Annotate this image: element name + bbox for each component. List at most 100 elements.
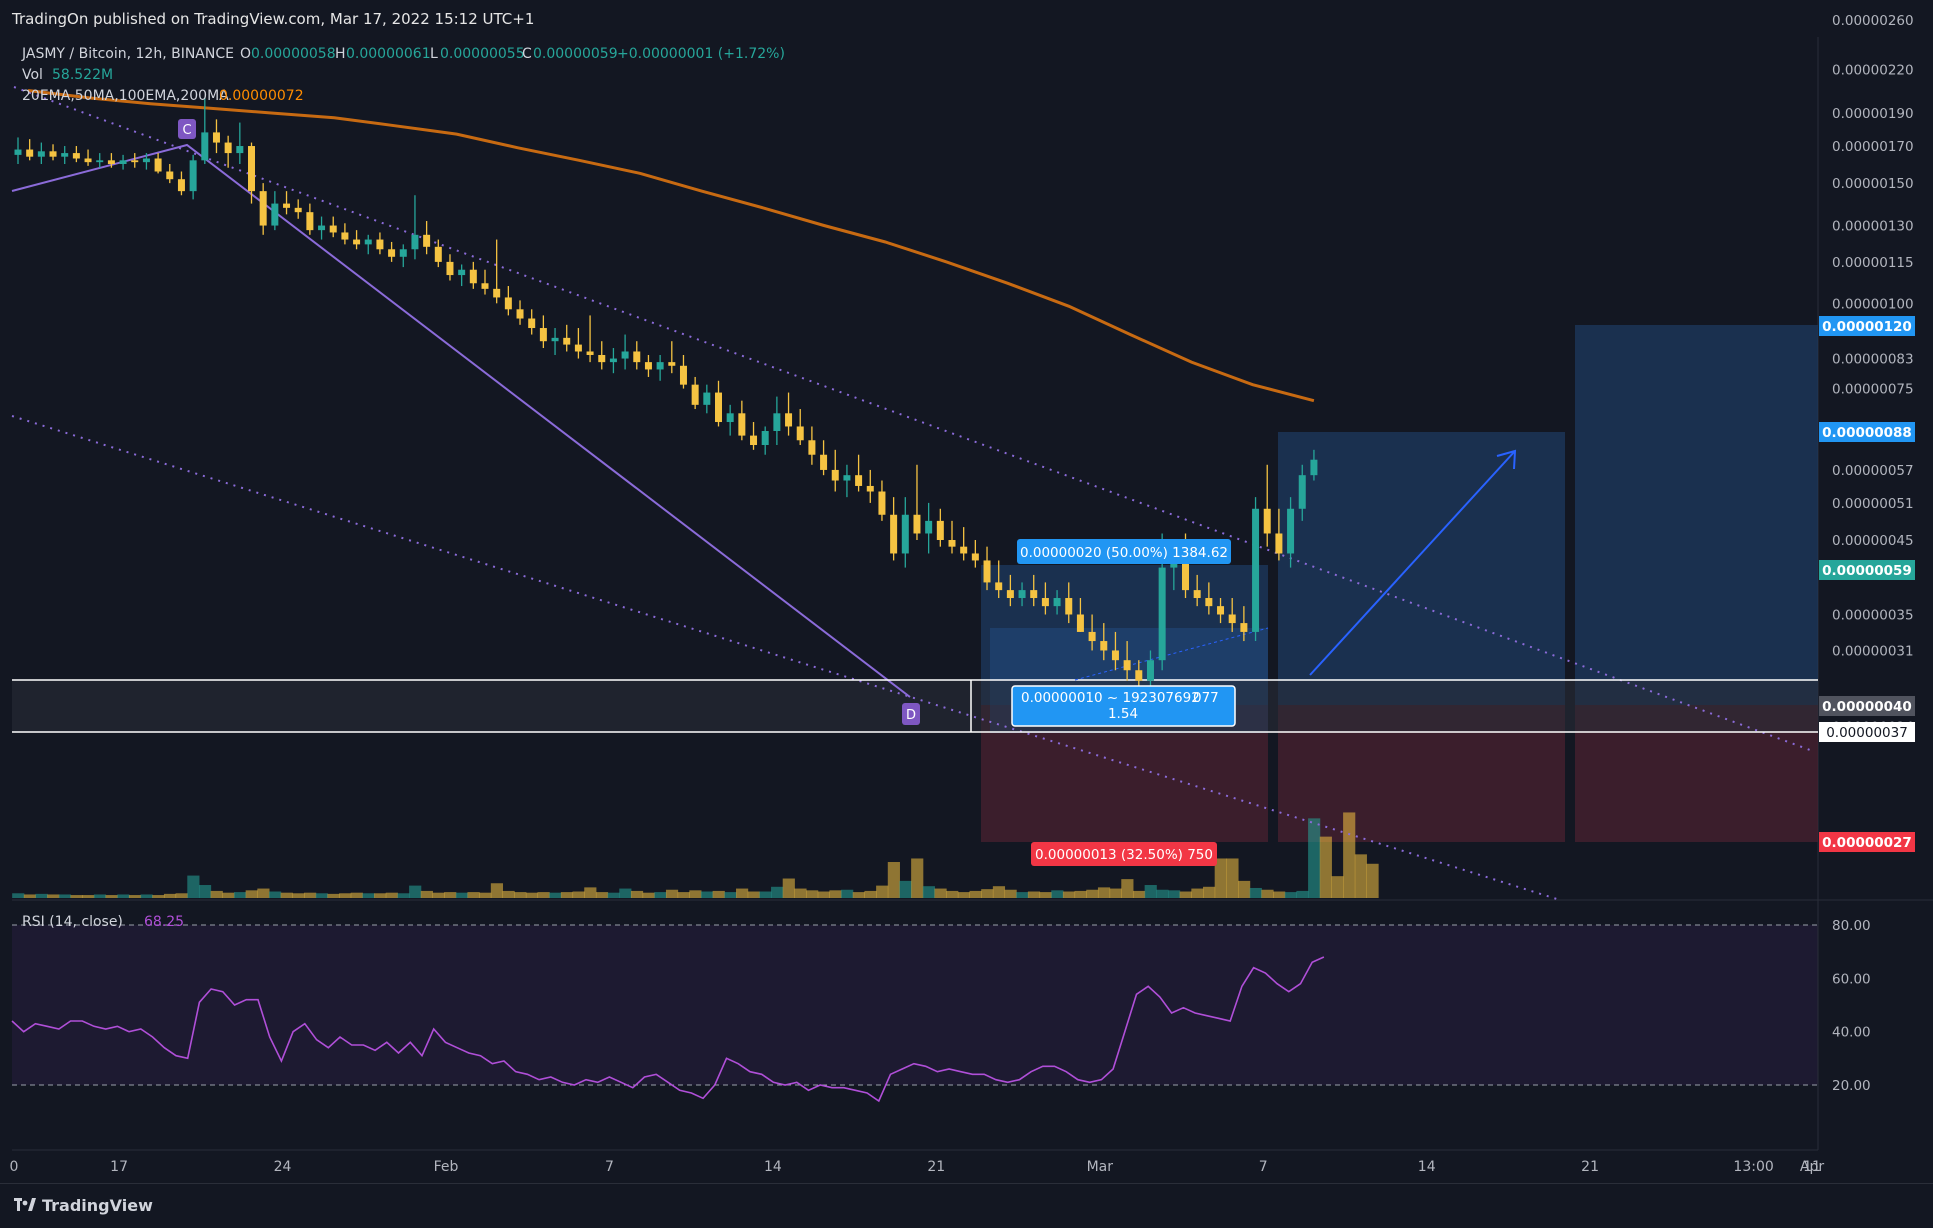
candle-body — [644, 362, 652, 370]
candle-body — [259, 191, 267, 226]
volume-bar — [327, 893, 340, 898]
candle-body — [271, 203, 279, 226]
volume-bar — [23, 894, 37, 898]
rsi-tick-label: 60.00 — [1832, 971, 1871, 987]
volume-bar — [490, 883, 504, 898]
volume-bar — [1191, 888, 1204, 898]
candle — [1310, 449, 1318, 481]
legend-rsi-label: RSI (14, close) — [22, 914, 123, 930]
volume-bar — [689, 890, 702, 898]
candle — [107, 153, 115, 168]
candle-body — [843, 475, 851, 481]
volume-bar — [1203, 886, 1216, 898]
candle-body — [948, 540, 956, 547]
volume-bar — [35, 893, 48, 898]
projection-arrow[interactable] — [1309, 449, 1517, 676]
point-d-marker[interactable]: D — [902, 703, 920, 725]
candle — [644, 354, 652, 377]
candle — [154, 153, 162, 174]
candle — [1123, 641, 1131, 681]
rsi-axis[interactable]: 80.00 60.00 40.00 20.00 — [1832, 918, 1871, 1094]
candle-body — [294, 207, 302, 213]
candle-body — [785, 413, 793, 427]
stop-label-box[interactable]: 0.00000013 (32.50%) 750 — [1031, 842, 1217, 866]
right-position-tool[interactable] — [1575, 325, 1818, 842]
volume-bar — [1109, 888, 1122, 898]
candle — [376, 232, 384, 255]
candle — [831, 449, 839, 492]
volume-bar — [1132, 890, 1146, 898]
volume-bar — [1308, 818, 1321, 898]
volume-bar — [1074, 890, 1087, 898]
volume-bar — [58, 894, 72, 898]
candle — [14, 137, 22, 164]
legend-c-label: C — [522, 46, 532, 62]
candle-body — [166, 171, 174, 180]
volume-bar — [981, 889, 994, 898]
candle — [586, 315, 594, 363]
candles-layer[interactable] — [14, 97, 1318, 692]
rsi-line[interactable] — [11, 956, 1325, 1103]
candle — [1240, 606, 1248, 642]
volume-bar — [105, 895, 118, 898]
candle-body — [738, 413, 746, 436]
legend: JASMY / Bitcoin, 12h, BINANCE O 0.000000… — [21, 46, 785, 930]
ema200-line[interactable] — [27, 89, 1315, 403]
volume-bar — [1354, 854, 1367, 898]
candle-body — [633, 351, 641, 363]
volume-bar — [409, 885, 422, 898]
candle — [364, 234, 372, 255]
price-axis[interactable]: 0.00000260 0.00000220 0.00000190 0.00000170… — [1832, 13, 1914, 735]
candle-body — [621, 351, 629, 359]
price-tick-label: 0.00000083 — [1832, 352, 1914, 368]
pattern-line[interactable] — [11, 143, 911, 698]
volume-bar — [887, 862, 900, 898]
volume-bar — [829, 890, 842, 898]
point-c-marker[interactable]: C — [178, 119, 196, 139]
time-tick-label: 13:00 — [1733, 1159, 1773, 1175]
candle — [201, 97, 209, 164]
candle-body — [516, 309, 524, 319]
candle — [936, 508, 944, 547]
volume-bar — [876, 885, 889, 898]
candle-body — [796, 426, 804, 441]
candle-body — [469, 269, 477, 284]
price-tag-040-text: 0.00000040 — [1822, 699, 1912, 715]
candle — [318, 216, 326, 240]
volume-bar — [1261, 889, 1274, 898]
candle-body — [598, 354, 606, 363]
volume-bar — [957, 892, 971, 898]
volume-bar — [1343, 812, 1356, 898]
candle-body — [341, 232, 349, 240]
volume-bar — [747, 891, 760, 898]
volume-bar — [12, 893, 25, 898]
candle-body — [376, 239, 384, 250]
target-label-box[interactable]: 0.00000020 (50.00%) 1384.62 — [1017, 539, 1231, 564]
candle-body — [26, 149, 34, 157]
candle-body — [1018, 590, 1026, 599]
candle — [516, 300, 524, 325]
candle — [1263, 464, 1271, 547]
volume-bar — [397, 893, 410, 898]
candle-body — [1193, 590, 1201, 599]
candle — [703, 384, 711, 414]
measure-label-box[interactable]: 0.00000010 ~ 192307692 077 1.54 — [1011, 685, 1236, 727]
volume-bar — [1296, 890, 1309, 898]
candle-body — [131, 160, 139, 163]
candle-body — [388, 249, 396, 257]
candle-body — [318, 225, 326, 231]
price-tick-label: 0.00000035 — [1832, 608, 1914, 624]
candle — [726, 404, 734, 436]
volume-bar — [1086, 889, 1099, 898]
candle-body — [878, 491, 886, 515]
candle — [294, 199, 302, 219]
legend-c-value: 0.00000059 — [533, 46, 618, 62]
volume-bar — [292, 893, 305, 898]
volume-bar — [1226, 858, 1239, 898]
candle — [1111, 631, 1119, 671]
point-c-label: C — [182, 123, 191, 138]
volume-bar — [198, 885, 212, 898]
candle-body — [1065, 598, 1073, 615]
